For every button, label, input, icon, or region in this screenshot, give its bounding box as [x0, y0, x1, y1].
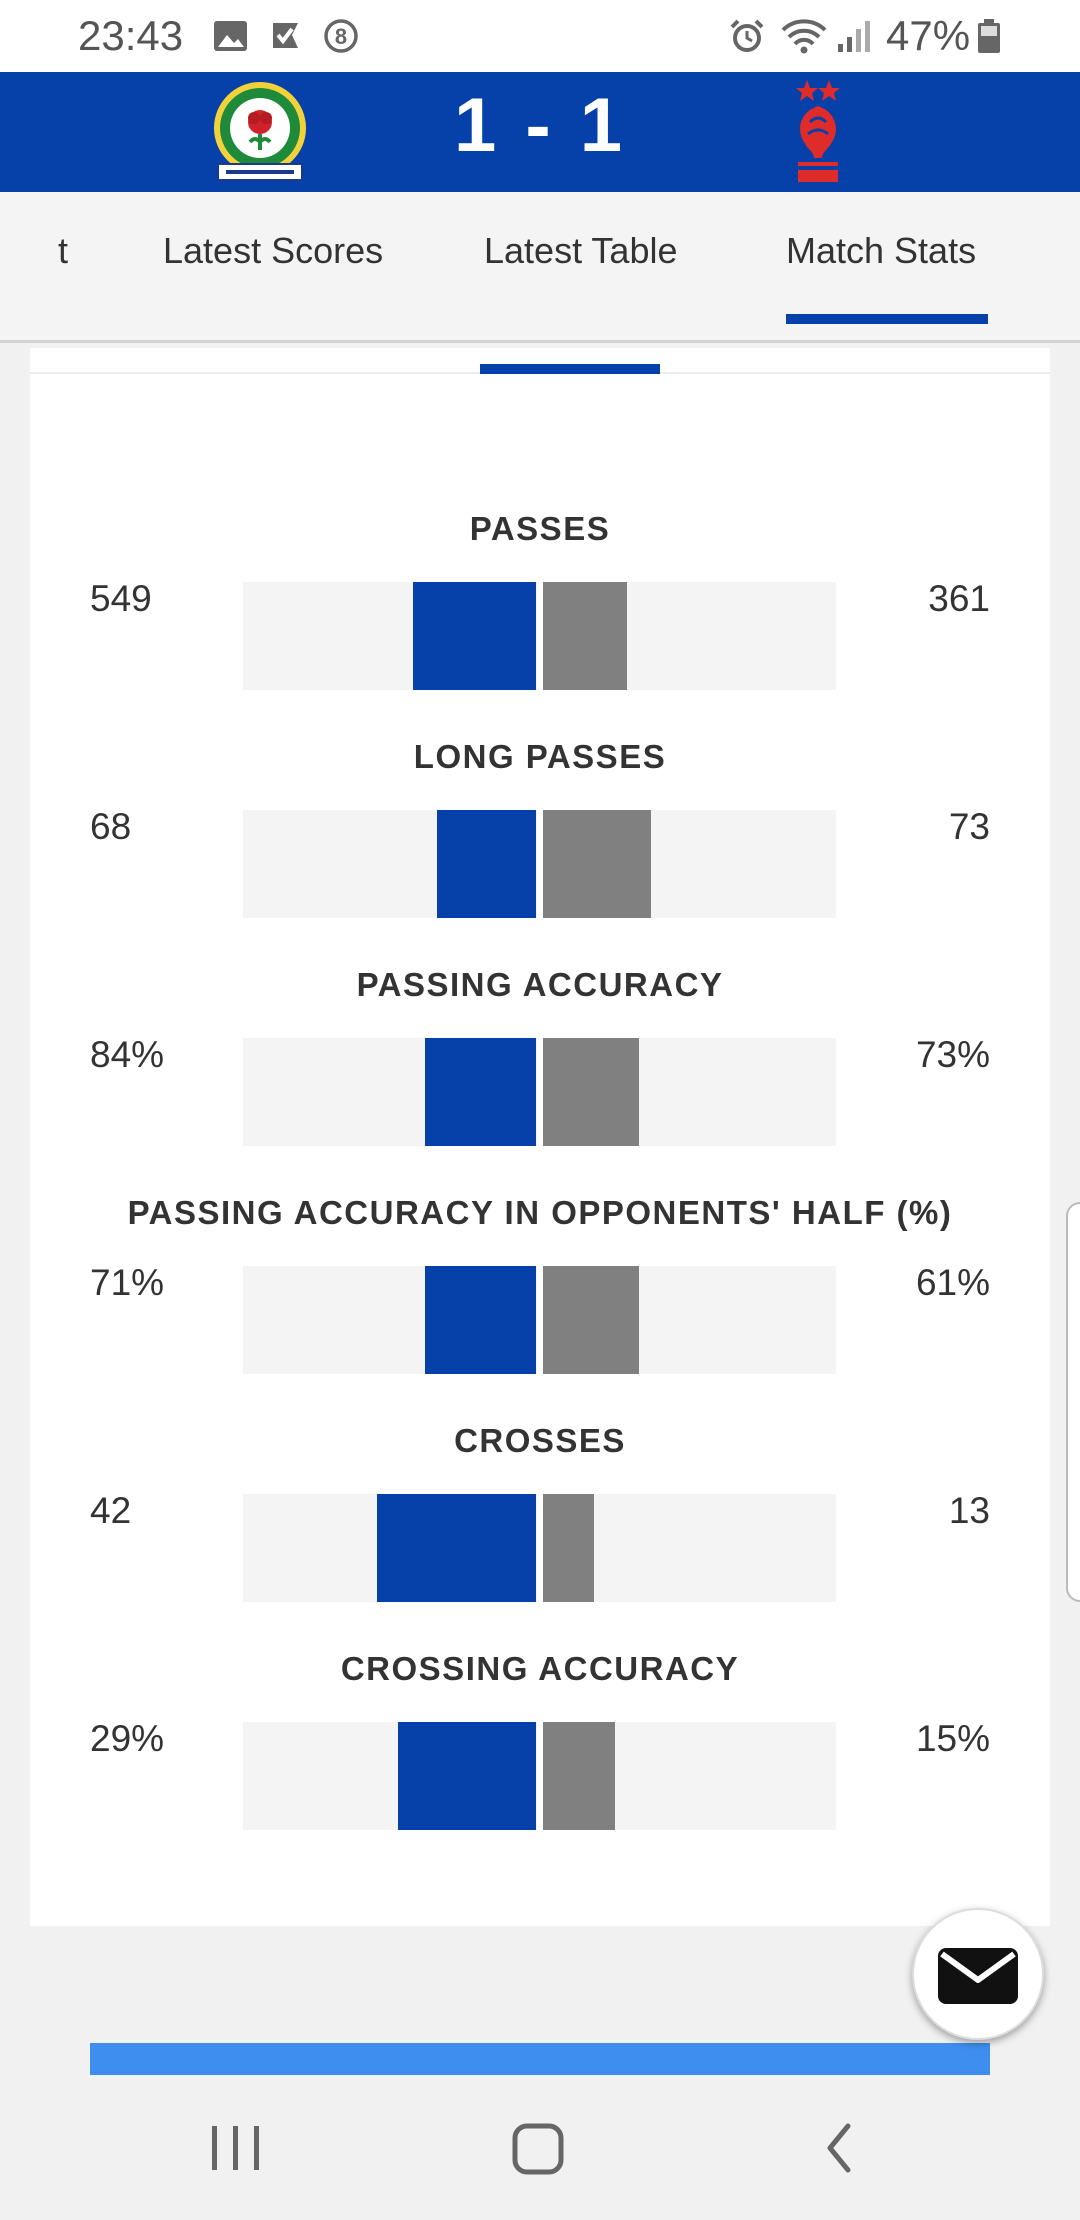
stat-bar-track — [243, 810, 836, 918]
away-bar — [543, 582, 627, 690]
bar-divider — [537, 1266, 543, 1374]
home-bar — [425, 1266, 536, 1374]
home-bar — [398, 1722, 536, 1830]
stat-row: PASSES 549 361 — [30, 510, 1050, 738]
stat-title: PASSING ACCURACY — [356, 966, 724, 1003]
battery-icon — [978, 19, 1000, 53]
stat-bar-track — [243, 1266, 836, 1374]
email-button[interactable] — [912, 1908, 1044, 2040]
bar-divider — [537, 1494, 543, 1602]
stat-title: LONG PASSES — [413, 738, 667, 775]
stat-home-value: 71% — [90, 1262, 165, 1303]
away-bar — [543, 1722, 615, 1830]
svg-text:8: 8 — [335, 24, 347, 49]
inner-tab-indicator — [480, 364, 660, 374]
stat-home-value: 84% — [90, 1034, 165, 1075]
tab-latest-table[interactable]: Latest Table — [484, 230, 678, 271]
stat-away-value: 13 — [948, 1490, 990, 1531]
away-bar — [543, 1266, 639, 1374]
stat-home-value: 29% — [90, 1718, 165, 1759]
stat-row: PASSING ACCURACY IN OPPONENTS' HALF (%) … — [30, 1194, 1050, 1422]
circle-8-icon: 8 — [324, 19, 358, 53]
stat-home-value: 549 — [90, 578, 152, 619]
bar-divider — [537, 1038, 543, 1146]
wifi-icon — [781, 19, 827, 54]
stat-away-value: 73% — [915, 1034, 990, 1075]
system-nav-bar — [0, 2078, 1080, 2220]
home-bar — [413, 582, 536, 690]
recent-apps-icon[interactable] — [176, 2078, 296, 2220]
stat-title: PASSES — [469, 510, 611, 547]
tab-bar: t Latest Scores Latest Table Match Stats — [0, 192, 1080, 343]
nottingham-forest-crest-icon[interactable] — [790, 78, 846, 186]
stat-away-value: 73 — [948, 806, 990, 847]
bar-divider — [537, 1722, 543, 1830]
stat-away-value: 15% — [915, 1718, 990, 1759]
status-time: 23:43 — [78, 12, 184, 59]
home-bar — [437, 810, 536, 918]
stat-title: PASSING ACCURACY IN OPPONENTS' HALF (%) — [127, 1194, 953, 1231]
stat-row: PASSING ACCURACY 84% 73% — [30, 966, 1050, 1194]
image-icon — [214, 21, 247, 51]
stat-bar-track — [243, 582, 836, 690]
tab-match-stats[interactable]: Match Stats — [786, 230, 977, 271]
home-bar — [377, 1494, 536, 1602]
away-bar — [543, 1494, 594, 1602]
stat-title: CROSSING ACCURACY — [340, 1650, 740, 1687]
blackburn-rovers-crest-icon[interactable] — [210, 80, 310, 184]
stat-row: CROSSES 42 13 — [30, 1422, 1050, 1650]
back-icon[interactable] — [780, 2078, 900, 2220]
signal-icon — [838, 21, 870, 52]
stat-row: CROSSING ACCURACY 29% 15% — [30, 1650, 1050, 1878]
tab-previous-partial[interactable]: t — [58, 230, 69, 271]
status-bar: 23:43 8 47% — [0, 0, 1080, 72]
stat-away-value: 61% — [915, 1262, 990, 1303]
home-icon[interactable] — [478, 2078, 598, 2220]
stat-bar-track — [243, 1722, 836, 1830]
alarm-icon — [730, 19, 764, 52]
email-icon — [938, 1948, 1018, 2004]
away-bar — [543, 1038, 639, 1146]
bottom-action-button[interactable] — [90, 2043, 990, 2075]
match-stats-card: PASSES 549 361 LONG PASSES 68 73 PASSING… — [30, 348, 1050, 1926]
stat-bar-track — [243, 1038, 836, 1146]
tab-latest-scores[interactable]: Latest Scores — [163, 230, 384, 271]
stat-title: CROSSES — [454, 1422, 626, 1459]
stat-away-value: 361 — [928, 578, 990, 619]
bar-divider — [537, 582, 543, 690]
stat-home-value: 68 — [90, 806, 132, 847]
edge-panel-handle[interactable] — [1066, 1202, 1080, 1602]
home-bar — [425, 1038, 536, 1146]
battery-percentage: 47% — [886, 12, 971, 59]
stat-bar-track — [243, 1494, 836, 1602]
stat-row: LONG PASSES 68 73 — [30, 738, 1050, 966]
match-score-header: 1 - 1 — [0, 72, 1080, 192]
check-flag-icon — [273, 23, 298, 48]
score: 1 - 1 — [453, 83, 627, 168]
active-tab-indicator — [786, 314, 988, 324]
stat-home-value: 42 — [90, 1490, 132, 1531]
bar-divider — [537, 810, 543, 918]
away-bar — [543, 810, 651, 918]
